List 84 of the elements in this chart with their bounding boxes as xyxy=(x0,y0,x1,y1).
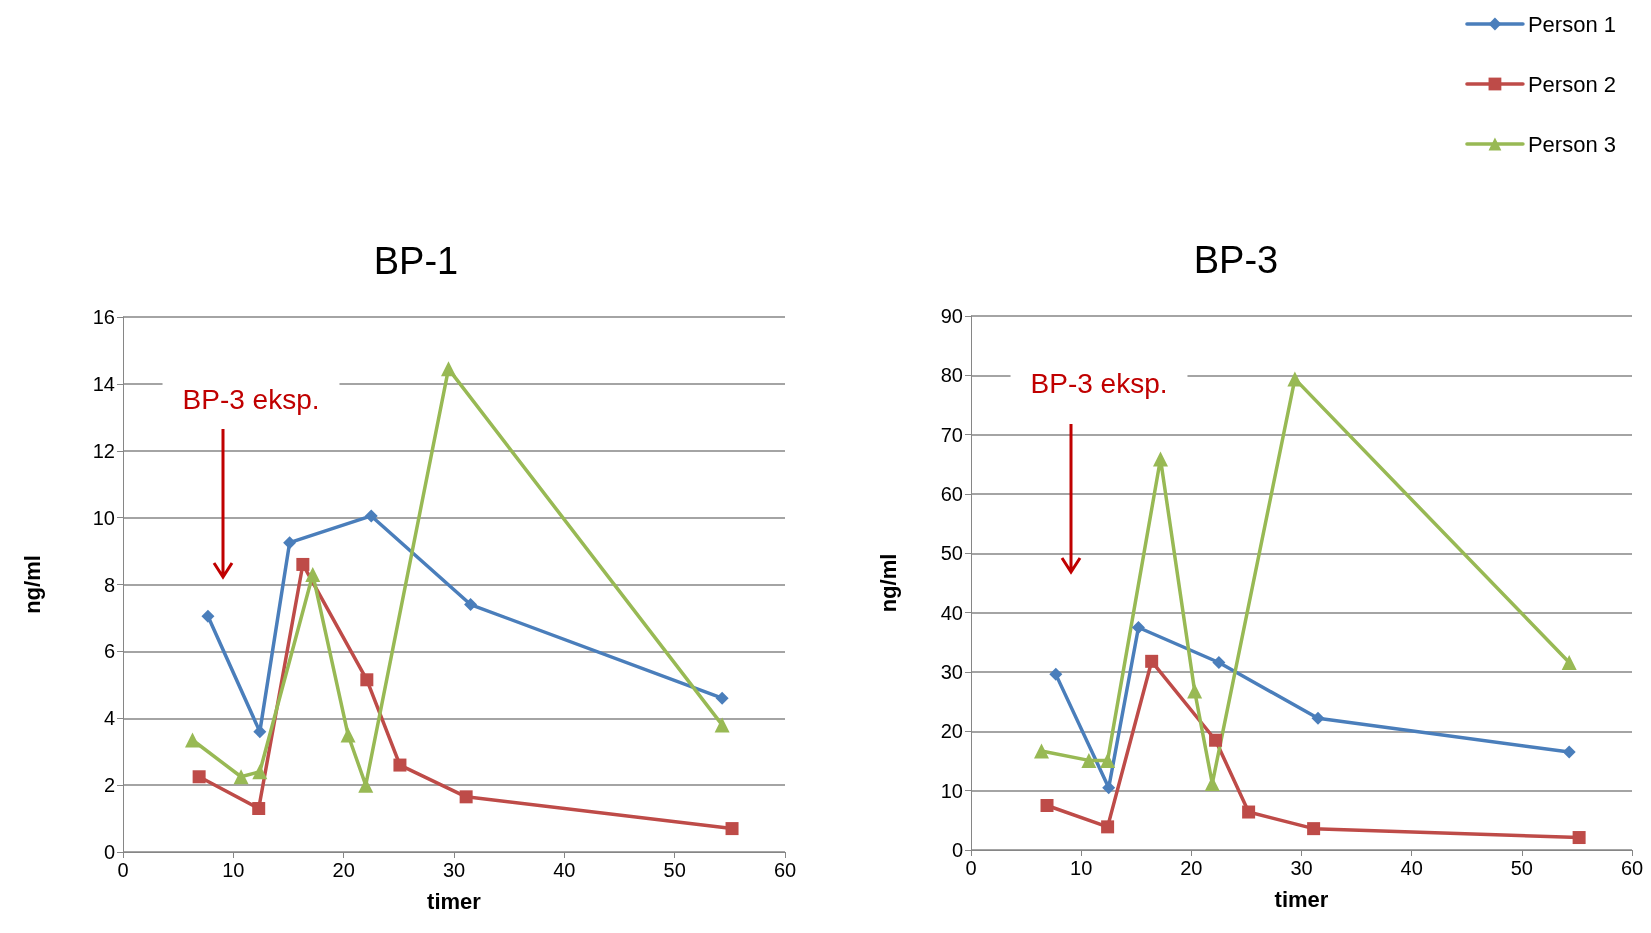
y-tick-label: 2 xyxy=(103,774,115,797)
point xyxy=(1131,621,1145,634)
point xyxy=(1212,656,1226,670)
point xyxy=(296,557,310,571)
point xyxy=(393,758,407,772)
point xyxy=(725,822,739,836)
x-tick-label: 0 xyxy=(965,857,977,879)
x-tick-label: 0 xyxy=(117,859,129,881)
y-tick-label: 90 xyxy=(940,305,963,327)
point xyxy=(440,361,456,377)
x-tick-label: 30 xyxy=(1290,857,1313,879)
y-tick-label: 8 xyxy=(103,573,115,596)
point xyxy=(464,598,478,612)
x-tick-label: 40 xyxy=(1400,857,1423,879)
point xyxy=(1102,781,1116,795)
x-tick-label: 20 xyxy=(1180,857,1203,879)
x-tick-label: 50 xyxy=(663,859,686,881)
point xyxy=(1100,752,1116,768)
y-tick-label: 20 xyxy=(940,720,963,743)
x-tick-label: 40 xyxy=(553,859,576,881)
y-tick-label: 50 xyxy=(940,542,963,565)
point xyxy=(1307,822,1321,836)
point xyxy=(1034,743,1050,759)
point xyxy=(185,732,201,748)
y-tick-label: 6 xyxy=(103,640,115,663)
x-tick-label: 10 xyxy=(1070,857,1093,879)
x-tick-label: 50 xyxy=(1510,857,1533,879)
point xyxy=(283,536,297,550)
point xyxy=(253,725,267,739)
y-tick-label: 0 xyxy=(103,841,115,863)
x-axis-title: timer xyxy=(1274,886,1329,912)
chart-title: BP-1 xyxy=(373,240,459,282)
point xyxy=(252,802,266,816)
point xyxy=(1101,820,1115,834)
point xyxy=(1081,752,1097,768)
point xyxy=(1187,683,1203,699)
point xyxy=(1242,805,1256,819)
point xyxy=(340,727,356,743)
y-tick-label: 80 xyxy=(940,364,963,387)
y-tick-label: 70 xyxy=(940,423,963,446)
point xyxy=(1209,733,1223,747)
annotation: BP-3 eksp. xyxy=(1030,367,1168,399)
point xyxy=(1287,371,1303,387)
y-tick-label: 40 xyxy=(940,601,963,624)
point xyxy=(715,691,729,705)
y-tick-label: 14 xyxy=(92,372,115,395)
point xyxy=(252,764,268,780)
point xyxy=(1152,451,1168,467)
point xyxy=(1572,831,1586,845)
y-tick-label: 30 xyxy=(940,661,963,683)
point xyxy=(1145,654,1159,668)
y-tick-label: 10 xyxy=(92,506,115,529)
x-tick-label: 20 xyxy=(332,859,355,881)
point xyxy=(192,770,206,784)
y-axis-title: ng/ml xyxy=(875,553,901,613)
point xyxy=(360,673,374,687)
y-tick-label: 12 xyxy=(92,439,115,462)
point xyxy=(201,609,215,623)
y-tick-label: 0 xyxy=(951,839,963,861)
y-axis-title: ng/ml xyxy=(19,555,45,614)
y-tick-label: 60 xyxy=(940,483,963,505)
x-tick-label: 60 xyxy=(773,859,797,881)
x-tick-label: 10 xyxy=(222,859,245,881)
y-tick-label: 4 xyxy=(103,707,115,730)
point xyxy=(1562,745,1576,759)
point xyxy=(1049,667,1063,681)
y-tick-label: 10 xyxy=(940,779,963,802)
y-tick-label: 16 xyxy=(92,306,115,328)
chart-title: BP-3 xyxy=(1193,239,1279,281)
point xyxy=(714,717,730,733)
point xyxy=(459,790,473,804)
point xyxy=(1040,799,1054,812)
x-tick-label: 30 xyxy=(442,859,466,881)
legend-label: Person 1 xyxy=(1527,11,1617,37)
point xyxy=(364,509,378,523)
point xyxy=(1561,655,1577,671)
x-tick-label: 60 xyxy=(1620,857,1644,879)
x-axis-title: timer xyxy=(427,888,482,914)
point xyxy=(233,769,249,785)
legend-label: Person 2 xyxy=(1527,71,1617,97)
point xyxy=(305,566,321,582)
point xyxy=(1311,711,1325,725)
legend-label: Person 3 xyxy=(1527,131,1617,157)
annotation: BP-3 eksp. xyxy=(182,383,320,415)
